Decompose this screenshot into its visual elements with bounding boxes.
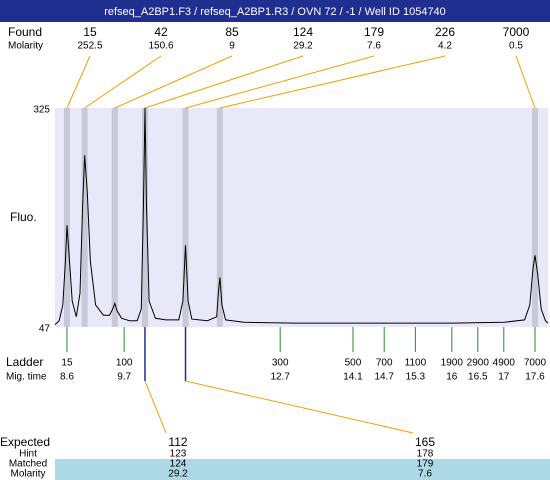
found-molarity: 4.2 bbox=[438, 41, 452, 52]
found-size: 124 bbox=[293, 25, 313, 39]
found-molarity: 150.6 bbox=[148, 41, 173, 52]
ladder-size: 4900 bbox=[493, 358, 516, 369]
y-tick-label: 47 bbox=[39, 324, 51, 335]
ladder-size: 15 bbox=[61, 358, 73, 369]
ladder-size: 700 bbox=[376, 358, 393, 369]
peak-connector bbox=[66, 55, 91, 109]
ladder-label: Ladder bbox=[6, 355, 43, 369]
expected-row-label: Matched bbox=[9, 459, 47, 470]
peak-connector bbox=[185, 55, 375, 109]
ladder-size: 1100 bbox=[405, 358, 427, 369]
expected-value: 123 bbox=[170, 449, 187, 460]
matched-row-bg bbox=[55, 459, 550, 480]
plot-area bbox=[55, 108, 548, 327]
peak-band bbox=[531, 108, 538, 327]
found-label: Found bbox=[8, 25, 42, 39]
ladder-time: 14.1 bbox=[343, 372, 363, 383]
ladder-size: 100 bbox=[116, 358, 133, 369]
expected-value: 165 bbox=[415, 435, 435, 449]
y-axis-label: Fluo. bbox=[10, 210, 37, 224]
found-size: 179 bbox=[364, 25, 384, 39]
peak-band bbox=[216, 108, 223, 327]
found-size: 15 bbox=[83, 25, 97, 39]
ladder-time: 16.5 bbox=[468, 372, 488, 383]
found-molarity: 29.2 bbox=[293, 41, 313, 52]
header-bar bbox=[0, 0, 550, 22]
found-molarity: 7.6 bbox=[367, 41, 381, 52]
expected-row-label: Molarity bbox=[10, 469, 45, 480]
found-molarity: 9 bbox=[229, 41, 235, 52]
peak-connector bbox=[84, 55, 162, 109]
peak-connector bbox=[515, 55, 536, 109]
found-size: 85 bbox=[225, 25, 239, 39]
chart-title: refseq_A2BP1.F3 / refseq_A2BP1.R3 / OVN … bbox=[104, 6, 446, 18]
peak-band bbox=[63, 108, 70, 327]
expected-value: 124 bbox=[170, 459, 187, 470]
peak-connector bbox=[219, 55, 446, 109]
expected-row-label: Hint bbox=[19, 449, 37, 460]
ladder-time: 17.6 bbox=[525, 372, 545, 383]
ladder-size: 1900 bbox=[441, 358, 464, 369]
match-connector bbox=[144, 380, 167, 434]
found-molarity: 252.5 bbox=[77, 41, 102, 52]
match-connector bbox=[185, 380, 414, 434]
peak-band bbox=[182, 108, 189, 327]
y-tick-label: 325 bbox=[33, 105, 50, 116]
ladder-size: 500 bbox=[345, 358, 362, 369]
found-size: 42 bbox=[154, 25, 168, 39]
ladder-time: 16 bbox=[446, 372, 458, 383]
trace bbox=[54, 107, 549, 325]
peak-connector bbox=[114, 55, 233, 109]
expected-value: 7.6 bbox=[418, 469, 432, 480]
found-size: 7000 bbox=[503, 25, 530, 39]
ladder-time: 14.7 bbox=[374, 372, 394, 383]
ladder-time: 12.7 bbox=[270, 372, 290, 383]
molarity-label: Molarity bbox=[8, 41, 43, 52]
ladder-size: 300 bbox=[272, 358, 289, 369]
mig-time-label: Mig. time bbox=[6, 372, 47, 383]
expected-value: 179 bbox=[417, 459, 434, 470]
expected-value: 112 bbox=[168, 435, 187, 449]
ladder-size: 7000 bbox=[524, 358, 547, 369]
ladder-time: 15.3 bbox=[406, 372, 426, 383]
ladder-time: 8.6 bbox=[60, 372, 74, 383]
found-molarity: 0.5 bbox=[509, 41, 523, 52]
found-size: 226 bbox=[435, 25, 455, 39]
ladder-size: 2900 bbox=[467, 358, 490, 369]
peak-band bbox=[111, 108, 118, 327]
peak-band bbox=[81, 108, 88, 327]
ladder-time: 9.7 bbox=[117, 372, 131, 383]
expected-value: 29.2 bbox=[168, 469, 188, 480]
peak-connector bbox=[144, 55, 304, 109]
expected-row-label: Expected bbox=[0, 435, 50, 449]
peak-band bbox=[141, 108, 148, 327]
ladder-time: 17 bbox=[498, 372, 510, 383]
expected-value: 178 bbox=[417, 449, 434, 460]
